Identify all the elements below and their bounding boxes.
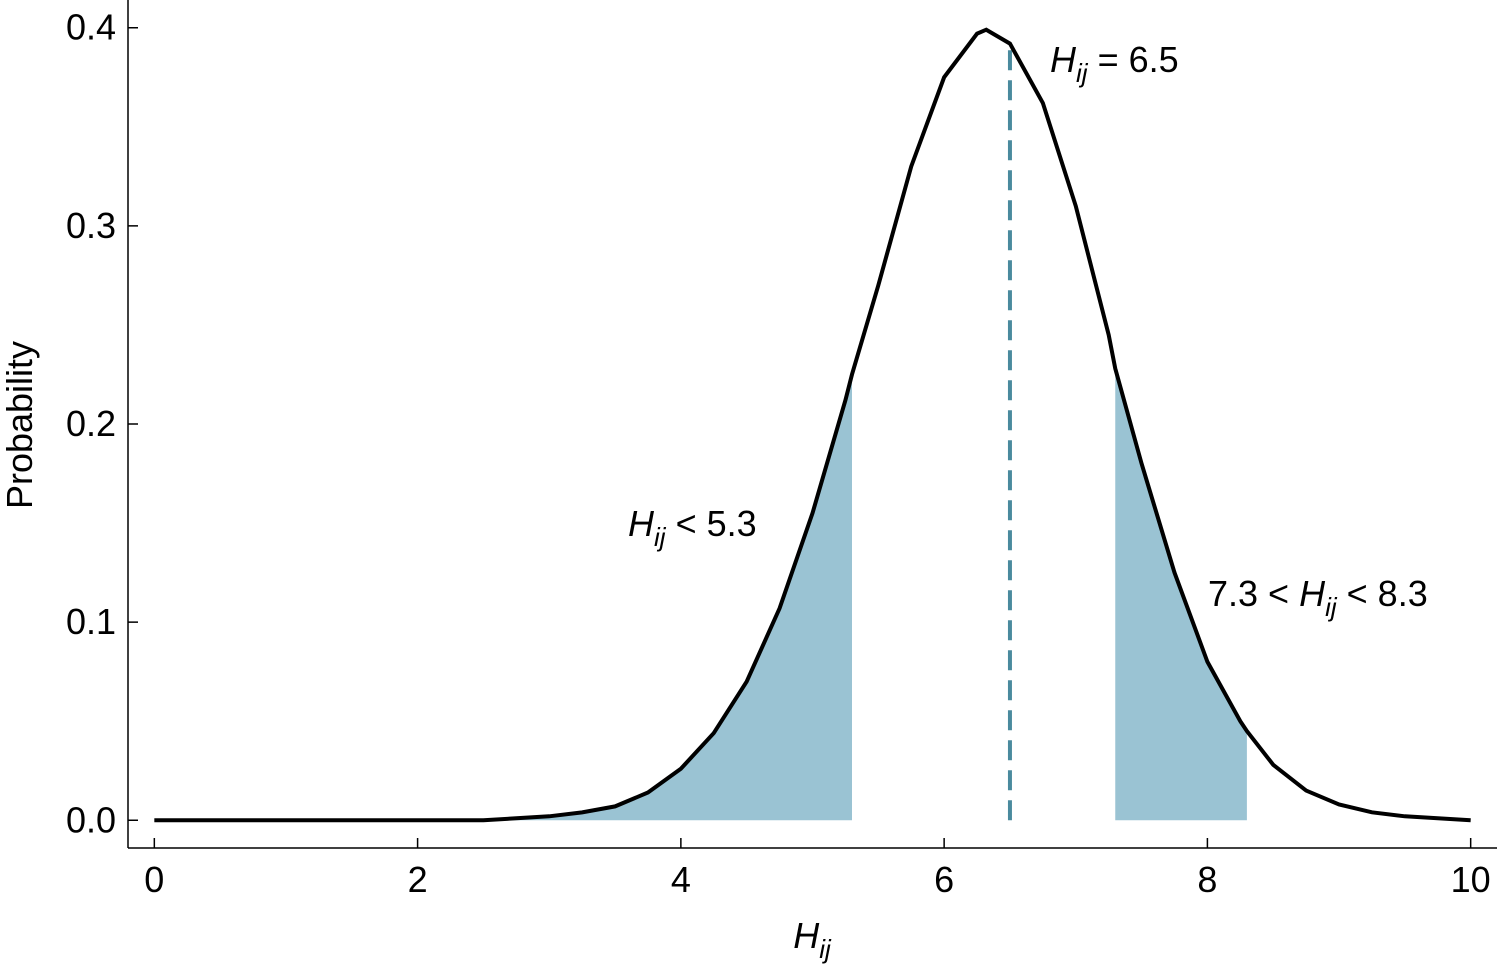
y-tick-label: 0.4 bbox=[66, 7, 116, 48]
x-tick-label: 2 bbox=[408, 859, 428, 900]
shaded-area bbox=[154, 374, 852, 821]
y-tick-label: 0.1 bbox=[66, 601, 116, 642]
x-tick-label: 8 bbox=[1197, 859, 1217, 900]
annotation: 7.3 < Hij < 8.3 bbox=[1208, 573, 1428, 622]
symbol: H bbox=[1050, 39, 1077, 80]
annotation: Hij = 6.5 bbox=[1050, 39, 1179, 88]
symbol: H bbox=[1299, 573, 1326, 614]
x-axis-label: Hij bbox=[793, 915, 832, 964]
symbol: H bbox=[628, 503, 655, 544]
subscript: ij bbox=[654, 522, 667, 552]
symbol: H bbox=[793, 915, 820, 956]
subscript: ij bbox=[819, 934, 832, 964]
curve bbox=[154, 27, 1471, 823]
subscript: ij bbox=[1076, 58, 1089, 88]
y-tick-label: 0.3 bbox=[66, 205, 116, 246]
x-tick-label: 10 bbox=[1451, 859, 1491, 900]
y-axis-label: Probability bbox=[0, 341, 40, 509]
text-part: 7.3 < bbox=[1208, 573, 1299, 614]
subscript: ij bbox=[1325, 592, 1338, 622]
x-tick-label: 6 bbox=[934, 859, 954, 900]
x-tick-label: 4 bbox=[671, 859, 691, 900]
text-part: < 8.3 bbox=[1337, 573, 1428, 614]
text-part: = 6.5 bbox=[1088, 39, 1179, 80]
annotation: Hij < 5.3 bbox=[628, 503, 757, 552]
y-tick-label: 0.0 bbox=[66, 799, 116, 840]
text-part: < 5.3 bbox=[666, 503, 757, 544]
y-tick-label: 0.2 bbox=[66, 403, 116, 444]
x-tick-label: 0 bbox=[144, 859, 164, 900]
